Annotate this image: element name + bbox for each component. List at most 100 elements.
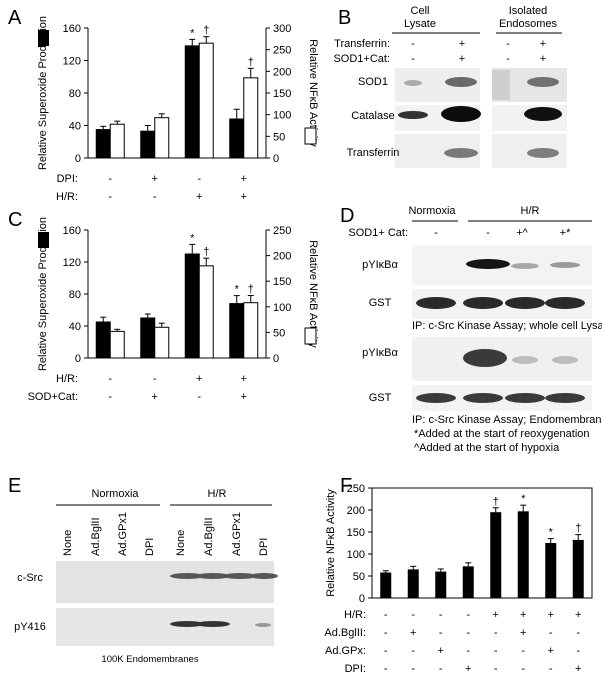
condition-value: + <box>152 173 158 185</box>
condition-label: Ad.GPx: <box>325 645 366 657</box>
y-tick-label-right: 0 <box>273 353 279 365</box>
blot-label-py416: pY416 <box>14 621 46 633</box>
condition-value: + <box>493 609 499 621</box>
y-tick-label-left: 160 <box>63 225 81 237</box>
group-label-hr-d: H/R <box>521 205 540 217</box>
svg-text:Ad.GPx1: Ad.GPx1 <box>231 512 243 556</box>
bar-nfkb <box>517 511 529 598</box>
bar-nfkb <box>435 571 447 598</box>
condition-label: DPI: <box>345 663 366 675</box>
y-tick-label: 250 <box>347 483 365 495</box>
svg-text:-: - <box>506 53 510 65</box>
caption-d-2: IP: c-Src Kinase Assay; Endomembranes <box>412 414 602 426</box>
y-tick-label-left: 0 <box>75 353 81 365</box>
condition-value: - <box>108 191 112 203</box>
significance-mark: † <box>248 56 254 68</box>
svg-text:+^: +^ <box>516 227 528 239</box>
y-tick-label-left: 0 <box>75 153 81 165</box>
y-tick-label-right: 150 <box>273 88 291 100</box>
svg-text:Ad.BglII: Ad.BglII <box>203 517 215 556</box>
significance-mark: † <box>248 284 254 296</box>
condition-value: + <box>575 663 581 675</box>
plot-frame <box>371 487 593 599</box>
bar-superoxide <box>140 130 156 159</box>
blot-label-gst-1: GST <box>369 297 392 309</box>
condition-value: - <box>549 627 553 639</box>
condition-value: - <box>384 627 388 639</box>
condition-label: SOD+Cat: <box>28 391 78 403</box>
bar-nfkb <box>407 569 419 598</box>
y-axis-label-left: Relative Superoxide Production <box>37 16 49 170</box>
legend-swatch-nfkb <box>304 127 317 145</box>
svg-text:+*: +* <box>560 227 571 239</box>
svg-text:+: + <box>540 38 546 50</box>
condition-value: + <box>438 645 444 657</box>
bar-nfkb <box>462 566 474 598</box>
svg-text:None: None <box>62 530 74 556</box>
y-tick-label: 50 <box>353 571 365 583</box>
significance-mark: * <box>190 27 195 39</box>
condition-value: + <box>520 627 526 639</box>
condition-value: + <box>548 645 554 657</box>
blot-label-gst-2: GST <box>369 392 392 404</box>
panel-letter-f: F <box>340 475 352 497</box>
svg-text:+: + <box>459 53 465 65</box>
svg-text:DPI: DPI <box>258 538 270 556</box>
condition-label: Ad.BglII: <box>324 627 366 639</box>
condition-value: + <box>152 391 158 403</box>
svg-text:-: - <box>434 227 438 239</box>
group-label-cell-1: Cell <box>411 5 430 17</box>
svg-text:-: - <box>411 38 415 50</box>
y-tick-label: 200 <box>347 505 365 517</box>
y-tick-label-right: 0 <box>273 153 279 165</box>
panel-letter-a: A <box>8 7 22 29</box>
y-tick-label-right: 300 <box>273 23 291 35</box>
significance-mark: * <box>521 493 526 505</box>
condition-label: H/R: <box>56 373 78 385</box>
group-label-normoxia-e: Normoxia <box>91 488 139 500</box>
condition-value: - <box>108 391 112 403</box>
panel-d-blot: Normoxia H/R SOD1+ Cat: - - +^ +* pYIκBα… <box>348 205 602 454</box>
condition-value: + <box>575 609 581 621</box>
condition-value: - <box>439 627 443 639</box>
y-tick-label-right: 250 <box>273 225 291 237</box>
y-axis-label-right: Relative NFκB Activity <box>307 240 319 348</box>
bar-nfkb <box>243 302 259 359</box>
significance-mark: † <box>203 246 209 258</box>
condition-value: - <box>494 645 498 657</box>
y-tick-label-right: 200 <box>273 251 291 263</box>
svg-text:-: - <box>486 227 490 239</box>
condition-value: + <box>241 391 247 403</box>
bar-nfkb <box>154 117 170 159</box>
condition-label: DPI: <box>57 173 78 185</box>
condition-value: - <box>466 627 470 639</box>
group-label-normoxia-d: Normoxia <box>408 205 456 217</box>
group-label-cell-2: Lysate <box>404 18 436 30</box>
svg-text:+: + <box>540 53 546 65</box>
panel-letter-e: E <box>8 475 21 497</box>
chart-panel-a: 0 40 80 120 160 0 50 100 150 200 250 300 Relative Su… <box>37 16 319 203</box>
condition-label: H/R: <box>56 191 78 203</box>
bar-nfkb <box>109 330 125 359</box>
condition-value: - <box>197 173 201 185</box>
y-axis-label-left: Relative Superoxide Production <box>37 217 49 371</box>
condition-value: + <box>241 173 247 185</box>
y-tick-label: 0 <box>359 593 365 605</box>
svg-text:DPI: DPI <box>144 538 156 556</box>
y-tick-label-right: 100 <box>273 110 291 122</box>
condition-value: - <box>494 627 498 639</box>
condition-value: - <box>466 645 470 657</box>
bar-superoxide <box>95 129 111 159</box>
y-tick-label-left: 40 <box>69 321 81 333</box>
blot-label-pyikba-2: pYIκBα <box>362 347 398 359</box>
treatment-label-transferrin: Transferrin: <box>334 38 390 50</box>
condition-value: - <box>576 645 580 657</box>
bar-nfkb <box>154 326 170 359</box>
y-axis-label-right: Relative NFκB Activity <box>307 39 319 147</box>
condition-value: - <box>439 609 443 621</box>
bar-nfkb <box>380 572 392 598</box>
y-tick-label-left: 80 <box>69 88 81 100</box>
group-label-endo-2: Endosomes <box>499 18 558 30</box>
condition-label: H/R: <box>344 609 366 621</box>
y-tick-label-left: 80 <box>69 289 81 301</box>
